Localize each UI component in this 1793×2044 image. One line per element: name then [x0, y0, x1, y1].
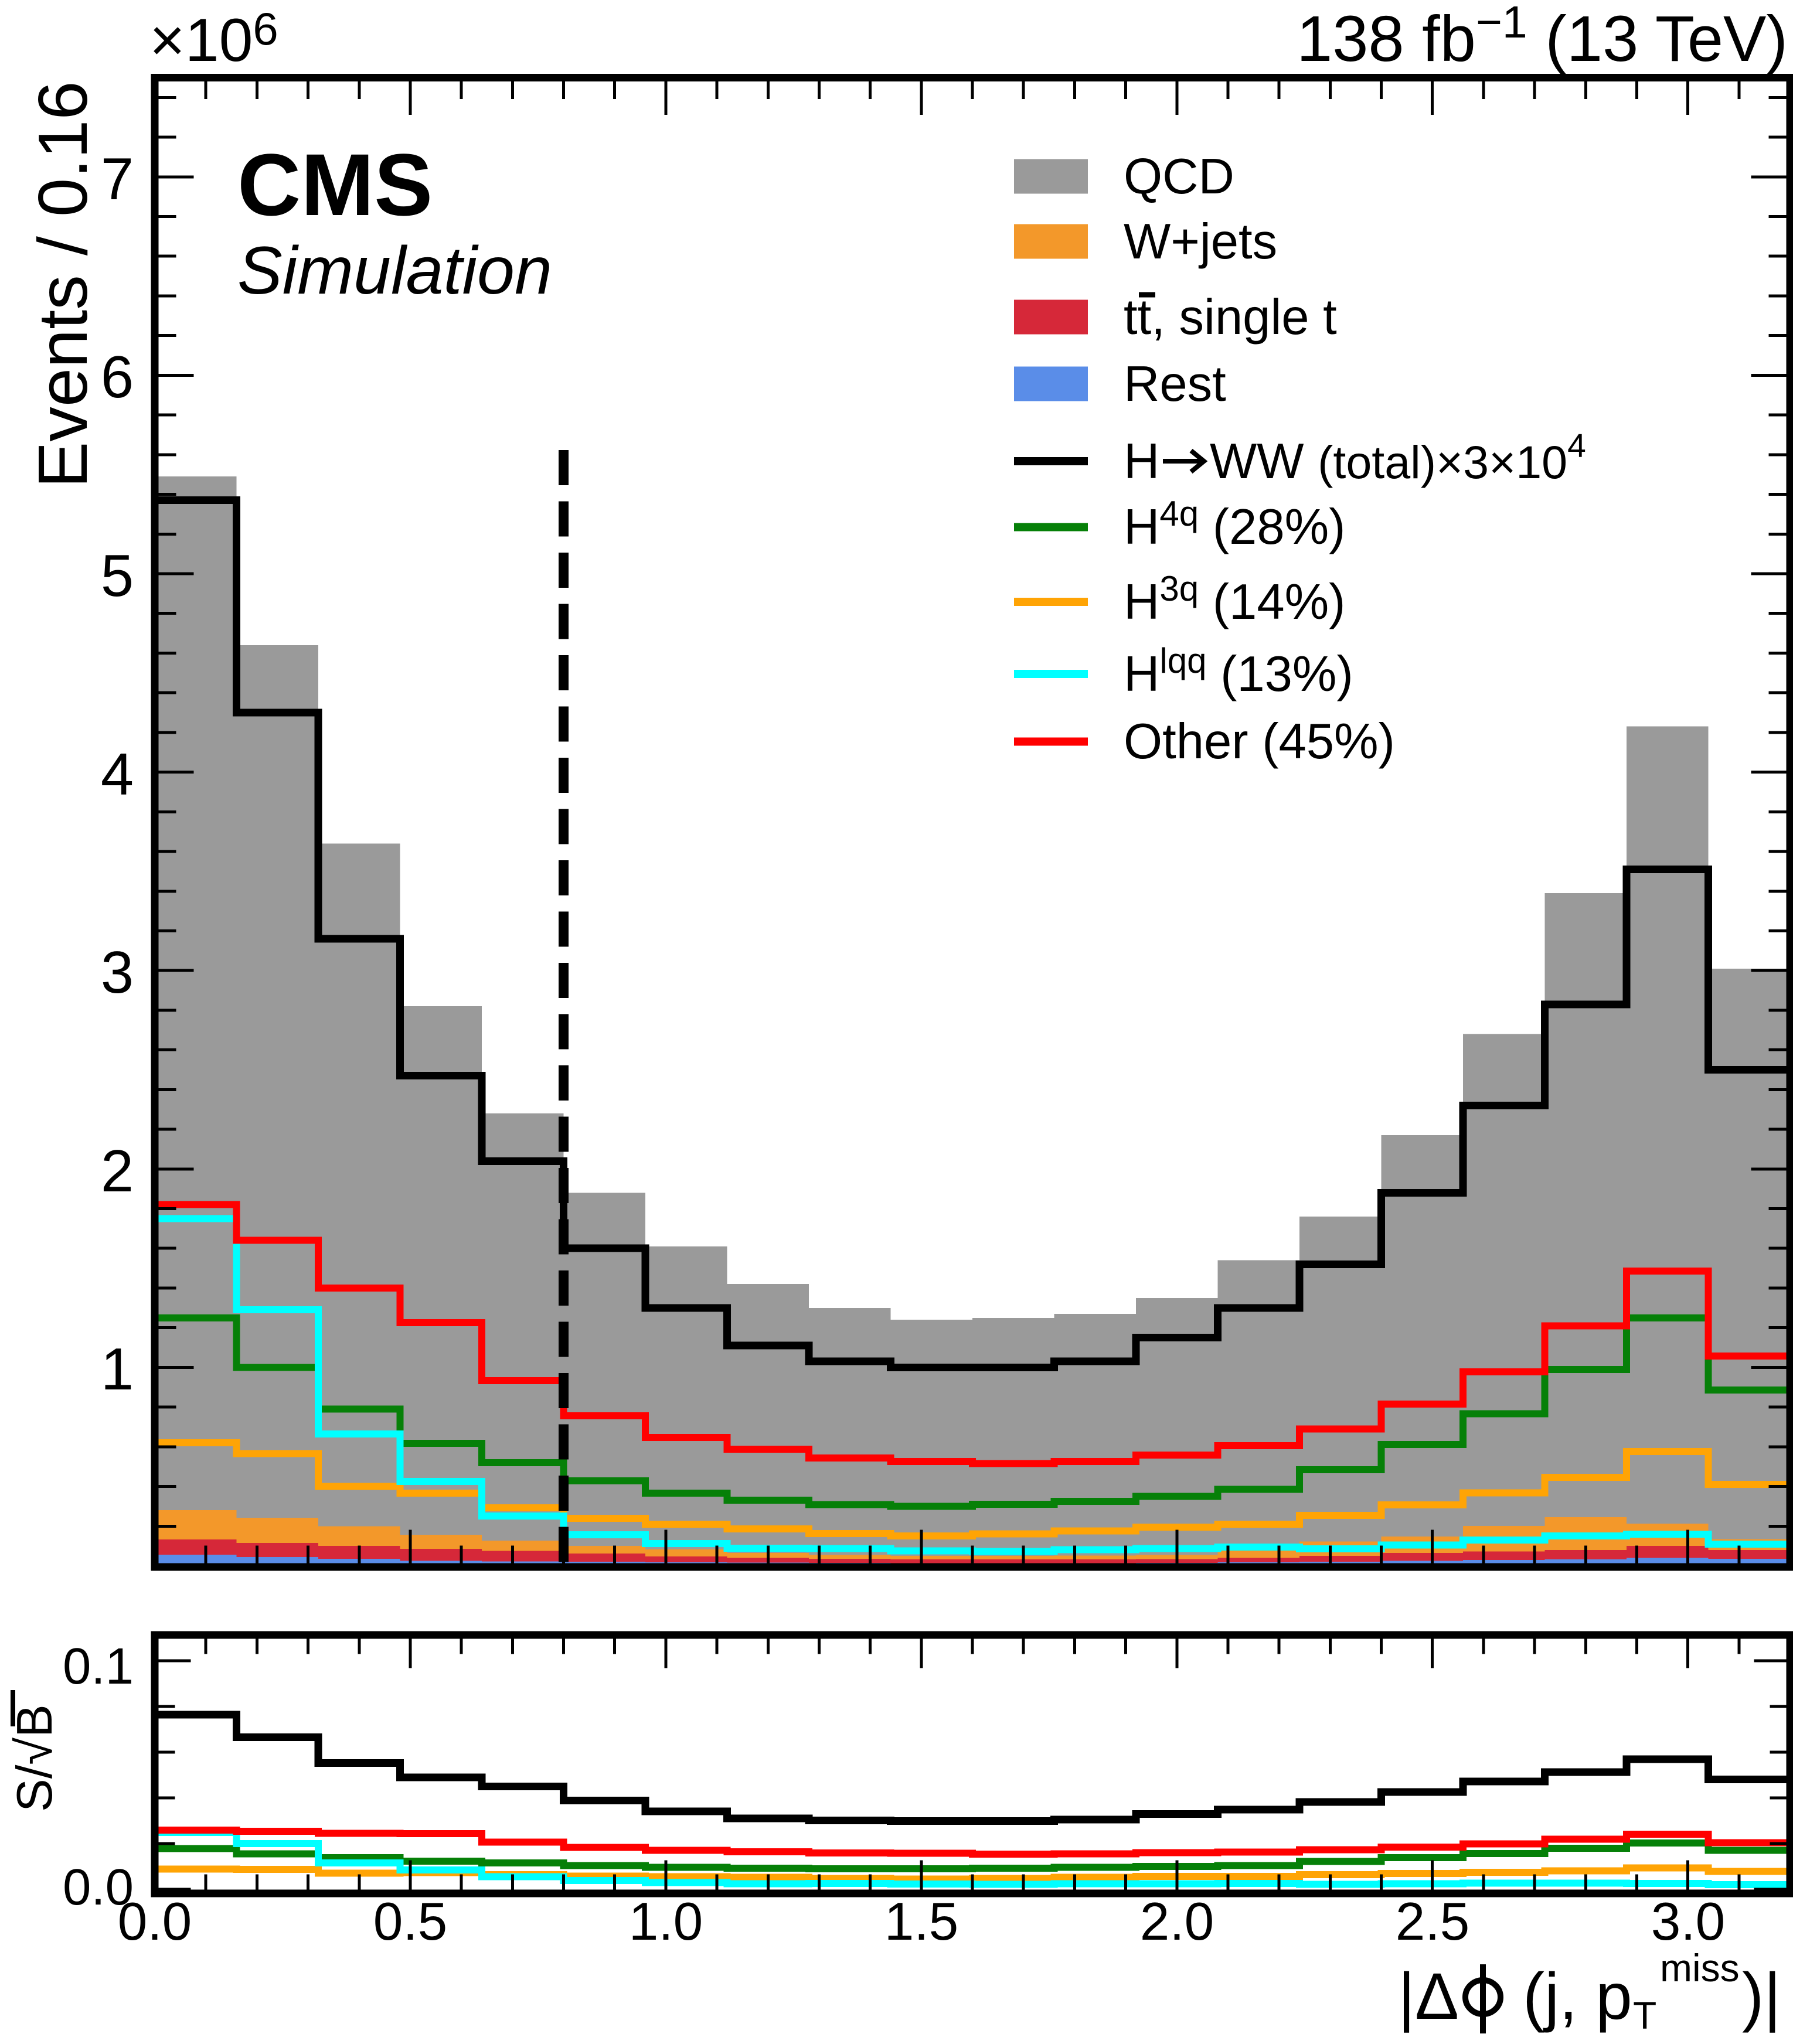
svg-text:Simulation: Simulation [237, 233, 552, 308]
svg-text:H: H [1124, 434, 1159, 489]
svg-text:Events / 0.16: Events / 0.16 [24, 81, 102, 488]
svg-text:|Δ: |Δ [1398, 1960, 1459, 2033]
svg-text:3.0: 3.0 [1651, 1892, 1726, 1951]
svg-text:0.5: 0.5 [373, 1892, 448, 1951]
svg-text:CMS: CMS [237, 135, 433, 234]
svg-text:H4q (28%): H4q (28%) [1124, 494, 1346, 555]
svg-text:0.1: 0.1 [63, 1638, 134, 1695]
svg-text:7: 7 [101, 147, 134, 212]
svg-text:)|: )| [1742, 1960, 1781, 2033]
svg-text:W+jets: W+jets [1124, 214, 1277, 270]
svg-text:1.0: 1.0 [629, 1892, 703, 1951]
svg-text:T: T [1633, 1994, 1656, 2037]
svg-text:5: 5 [101, 543, 134, 609]
svg-text:(j, p: (j, p [1523, 1960, 1632, 2033]
svg-text:2.5: 2.5 [1396, 1892, 1470, 1951]
svg-text:1.5: 1.5 [884, 1892, 959, 1951]
svg-text:miss: miss [1660, 1946, 1740, 1990]
svg-text:Rest: Rest [1124, 356, 1226, 412]
svg-text:S/√B: S/√B [7, 1704, 63, 1812]
svg-text:2.0: 2.0 [1140, 1892, 1214, 1951]
svg-text:H3q (14%): H3q (14%) [1124, 569, 1346, 630]
svg-text:6: 6 [101, 345, 134, 410]
svg-text:0.0: 0.0 [63, 1859, 134, 1916]
svg-text:QCD: QCD [1124, 149, 1234, 205]
svg-text:WW (total)×3×104: WW (total)×3×104 [1210, 427, 1586, 489]
svg-text:Other (45%): Other (45%) [1124, 714, 1395, 769]
svg-text:Hlqq (13%): Hlqq (13%) [1124, 641, 1353, 702]
svg-text:1: 1 [101, 1337, 134, 1402]
svg-text:3: 3 [101, 940, 134, 1006]
svg-text:138 fb−1 (13 TeV): 138 fb−1 (13 TeV) [1297, 0, 1788, 75]
svg-text:4: 4 [101, 742, 134, 808]
svg-text:0.0: 0.0 [118, 1892, 192, 1951]
svg-text:2: 2 [101, 1139, 134, 1204]
svg-text:tt, single t: tt, single t [1124, 289, 1337, 345]
